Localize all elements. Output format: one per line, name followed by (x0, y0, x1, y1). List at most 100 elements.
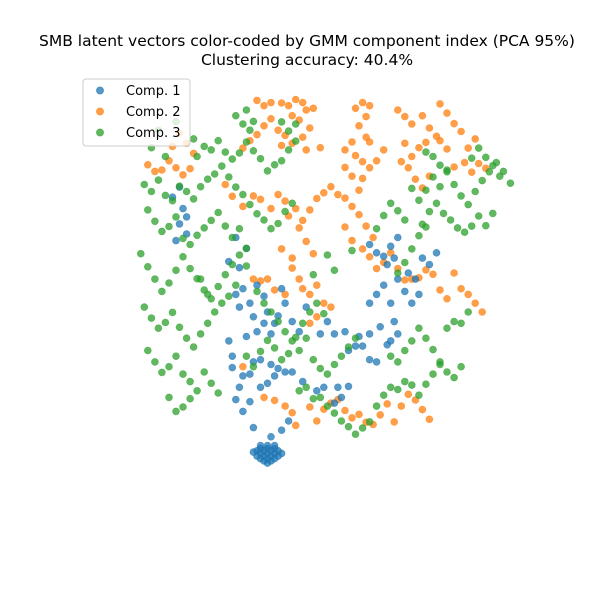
point-comp-1-107 (415, 290, 423, 299)
point-comp-3-106 (260, 299, 268, 308)
point-comp-3-113 (309, 355, 318, 364)
point-comp-1-24 (277, 449, 286, 458)
point-comp-1-20 (256, 441, 265, 450)
point-comp-1-39 (267, 360, 275, 369)
point-comp-2-101 (334, 190, 342, 199)
point-comp-3-20 (207, 146, 215, 154)
point-comp-2-88 (281, 197, 289, 205)
point-comp-3-210 (386, 199, 395, 208)
point-comp-1-110 (418, 254, 427, 262)
point-comp-2-33 (358, 157, 367, 166)
point-comp-3-211 (393, 207, 402, 215)
point-comp-2-23 (316, 143, 325, 152)
point-comp-3-194 (422, 148, 430, 156)
point-comp-3-151 (429, 370, 437, 378)
point-comp-2-46 (425, 124, 434, 132)
point-comp-1-56 (239, 284, 247, 293)
point-comp-2-158 (425, 415, 434, 424)
point-comp-2-27 (365, 101, 374, 110)
point-comp-2-100 (327, 182, 335, 191)
point-comp-3-107 (267, 308, 275, 316)
point-comp-3-185 (450, 180, 458, 189)
point-comp-2-111 (372, 264, 381, 273)
point-comp-2-92 (305, 206, 314, 214)
point-comp-1-44 (263, 379, 272, 388)
point-comp-2-31 (341, 146, 349, 154)
point-comp-3-176 (474, 212, 483, 220)
point-comp-3-37 (239, 190, 247, 199)
point-comp-3-48 (165, 222, 173, 231)
point-comp-3-116 (330, 360, 339, 369)
point-comp-2-132 (422, 266, 430, 274)
point-comp-2-155 (404, 390, 413, 399)
point-comp-3-9 (284, 146, 293, 154)
point-comp-1-65 (277, 284, 286, 293)
point-comp-2-154 (397, 402, 406, 410)
point-comp-2-146 (341, 406, 349, 415)
point-comp-2-137 (457, 284, 465, 293)
point-comp-3-76 (140, 303, 149, 311)
point-comp-2-139 (471, 299, 480, 308)
point-comp-3-197 (443, 168, 451, 176)
point-comp-3-13 (256, 154, 265, 163)
point-comp-3-119 (351, 334, 360, 343)
point-comp-2-28 (355, 122, 363, 130)
point-comp-2-43 (400, 112, 409, 121)
point-comp-2-41 (355, 186, 363, 194)
point-comp-2-82 (228, 192, 237, 201)
point-comp-3-129 (305, 308, 314, 316)
legend-label-comp-3: Comp. 3 (126, 126, 180, 141)
point-comp-3-198 (467, 154, 476, 162)
point-comp-3-221 (309, 270, 318, 279)
point-comp-3-169 (425, 207, 434, 216)
point-comp-3-24 (147, 187, 156, 196)
point-comp-2-22 (302, 146, 311, 154)
point-comp-3-78 (154, 324, 163, 333)
point-comp-2-1 (260, 101, 268, 110)
point-comp-3-0 (232, 111, 240, 120)
point-comp-2-94 (302, 237, 311, 246)
point-comp-2-95 (309, 249, 318, 258)
point-comp-3-27 (168, 196, 177, 205)
point-comp-1-22 (263, 459, 272, 467)
point-comp-2-93 (295, 224, 304, 232)
point-comp-2-99 (319, 189, 328, 197)
point-comp-1-30 (246, 397, 254, 406)
legend-marker-comp-2 (96, 107, 104, 116)
point-comp-2-84 (249, 192, 258, 200)
point-comp-2-15 (253, 130, 261, 139)
point-comp-3-109 (281, 327, 289, 336)
point-comp-3-49 (172, 213, 180, 221)
point-comp-3-137 (330, 409, 339, 417)
point-comp-2-74 (172, 164, 180, 172)
point-comp-3-95 (179, 370, 187, 378)
point-comp-3-91 (151, 358, 159, 366)
point-comp-1-91 (390, 317, 399, 326)
point-comp-1-109 (411, 275, 420, 283)
point-comp-3-50 (179, 234, 187, 243)
point-comp-3-220 (203, 290, 212, 299)
point-comp-2-120 (327, 303, 335, 311)
point-comp-2-35 (372, 157, 381, 165)
point-comp-3-108 (274, 317, 282, 326)
point-comp-3-43 (281, 207, 289, 216)
legend-marker-comp-1 (96, 86, 104, 95)
point-comp-3-159 (407, 337, 416, 345)
point-comp-2-129 (270, 286, 279, 294)
point-comp-1-101 (372, 249, 381, 257)
point-comp-2-161 (281, 402, 289, 410)
point-comp-3-141 (358, 424, 367, 432)
point-comp-2-34 (365, 164, 374, 172)
point-comp-2-24 (351, 104, 360, 113)
point-comp-3-65 (172, 266, 180, 275)
point-comp-3-177 (481, 221, 490, 230)
point-comp-3-161 (422, 334, 430, 343)
point-comp-3-215 (189, 135, 198, 143)
point-comp-3-124 (270, 344, 279, 352)
point-comp-1-47 (242, 332, 251, 341)
point-comp-2-85 (256, 195, 265, 204)
point-comp-3-207 (422, 223, 430, 231)
point-comp-3-34 (218, 162, 226, 170)
point-comp-3-14 (249, 147, 258, 155)
point-comp-2-5 (291, 95, 300, 104)
